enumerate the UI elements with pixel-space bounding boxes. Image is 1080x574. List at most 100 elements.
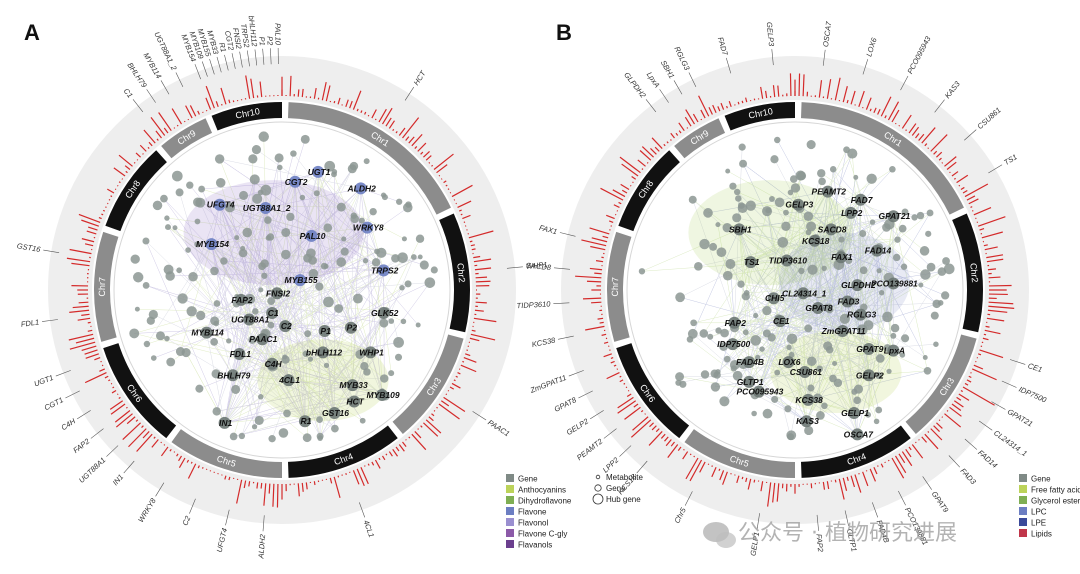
histogram-bar xyxy=(613,204,620,208)
histogram-bar xyxy=(741,100,744,104)
chromosome-band xyxy=(724,102,795,131)
network-edge xyxy=(285,211,374,327)
hub-gene-node xyxy=(294,274,307,287)
histogram-bar xyxy=(651,137,663,149)
network-edge xyxy=(232,375,308,438)
network-edge xyxy=(317,171,384,271)
histogram-bar xyxy=(438,174,441,177)
chromosome-band xyxy=(93,231,119,342)
histogram-bar xyxy=(670,441,675,447)
gene-node xyxy=(360,361,369,371)
outer-gene-label: GELP2 xyxy=(565,416,591,437)
histogram-bar xyxy=(245,75,251,99)
outer-gene-label: FAD3 xyxy=(959,466,979,486)
network-edge xyxy=(146,243,212,345)
gene-node xyxy=(281,227,291,237)
network-edge xyxy=(340,262,352,328)
outer-gene-label: GLPDH2 xyxy=(622,71,648,101)
network-edge xyxy=(773,284,858,299)
histogram-bar xyxy=(619,375,622,378)
hub-gene-node xyxy=(887,344,900,357)
histogram-bar xyxy=(356,468,365,487)
histogram-bar xyxy=(414,431,422,439)
network-edge xyxy=(798,204,937,305)
legend-shape-label: Metabolite xyxy=(606,473,643,482)
gene-node xyxy=(251,145,262,155)
gene-node xyxy=(410,254,417,260)
network-edge xyxy=(304,352,371,422)
histogram-bar xyxy=(104,375,109,379)
histogram-bar xyxy=(953,400,964,408)
histogram-bar xyxy=(451,382,461,389)
network-edge xyxy=(745,296,789,363)
gene-leader-line xyxy=(725,57,732,74)
network-edge xyxy=(353,270,384,402)
network-edge xyxy=(787,301,848,409)
hub-gene-label: GLTP1 xyxy=(737,377,764,387)
network-edge xyxy=(294,181,383,396)
network-edge xyxy=(271,171,319,364)
histogram-bar xyxy=(655,428,660,433)
gene-node xyxy=(334,304,344,313)
hub-gene-node xyxy=(774,315,787,328)
network-edge xyxy=(814,240,859,390)
histogram-bar xyxy=(190,461,193,464)
gene-node xyxy=(252,193,263,204)
network-edge xyxy=(174,227,306,422)
histogram-bar xyxy=(142,431,150,439)
network-edge xyxy=(219,204,229,341)
histogram-bar xyxy=(425,155,432,161)
gene-node xyxy=(923,366,932,375)
outer-gene-label: GELP3 xyxy=(765,22,776,48)
network-edge xyxy=(262,339,335,414)
gene-node xyxy=(212,407,221,416)
hub-gene-node xyxy=(841,295,854,308)
network-edge xyxy=(284,324,306,422)
hub-gene-node xyxy=(376,388,389,401)
histogram-track xyxy=(575,73,1015,507)
hub-gene-label: FDL1 xyxy=(230,349,252,359)
gene-node xyxy=(804,425,814,436)
network-edge xyxy=(232,179,256,376)
histogram-bar xyxy=(148,141,153,147)
network-edge xyxy=(285,232,324,353)
gene-node xyxy=(405,201,412,208)
gene-node xyxy=(742,329,749,336)
network-edge xyxy=(271,312,289,381)
gene-leader-line xyxy=(123,460,135,474)
network-edge xyxy=(216,384,353,412)
histogram-bar xyxy=(944,413,962,428)
legend: GeneAnthocyaninsDihydroflavoneFlavoneFla… xyxy=(506,473,643,550)
network-edge xyxy=(236,237,352,328)
histogram-bar xyxy=(151,439,159,448)
gene-node xyxy=(686,336,694,343)
histogram-bar xyxy=(960,389,964,393)
network-edge xyxy=(641,229,740,272)
network-edge xyxy=(240,299,384,324)
histogram-bar xyxy=(115,413,133,428)
network-edge xyxy=(732,175,802,345)
network-edge xyxy=(285,260,313,327)
gene-node xyxy=(845,256,853,265)
outer-gene-label: C4H xyxy=(60,416,78,432)
hub-gene-label: TS1 xyxy=(744,257,760,267)
network-edge xyxy=(214,270,273,314)
network-edge xyxy=(232,375,289,381)
network-edge xyxy=(182,181,296,299)
histogram-bar xyxy=(471,329,476,332)
histogram-bar xyxy=(455,375,458,378)
histogram-bar xyxy=(753,479,756,483)
network-edge xyxy=(750,250,878,263)
gene-node xyxy=(286,212,295,222)
gene-node xyxy=(733,188,741,196)
histogram-bar xyxy=(440,178,443,180)
histogram-bar xyxy=(644,413,646,415)
network-edge xyxy=(272,287,403,365)
outer-gene-label: TIDP3610 xyxy=(516,299,551,310)
histogram-bar xyxy=(649,422,654,428)
histogram-bar xyxy=(826,79,832,99)
network-edge xyxy=(211,244,229,341)
network-edge xyxy=(734,322,809,401)
histogram-bar xyxy=(581,239,607,247)
network-edge xyxy=(750,204,799,206)
